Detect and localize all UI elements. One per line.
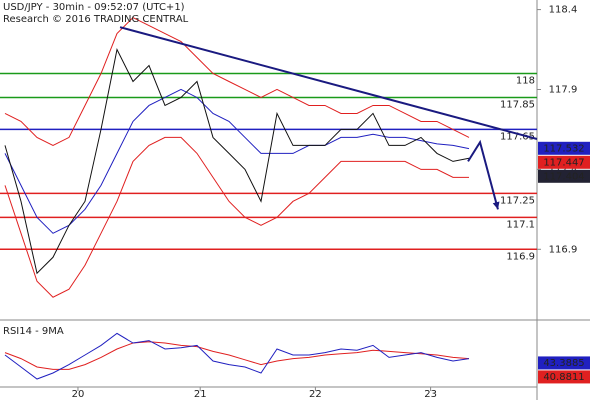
x-tick-label: 22 — [309, 389, 322, 400]
series-line — [4, 16, 470, 146]
y-tick-label: 117.9 — [549, 84, 578, 95]
series-line — [4, 136, 469, 298]
price-tag — [538, 356, 590, 370]
y-tick-label: 118.4 — [549, 5, 578, 16]
rsi-title: RSI14 - 9MA — [3, 326, 64, 337]
chart-title: USD/JPY - 30min - 09:52:07 (UTC+1) — [3, 2, 185, 13]
price-tag-label: 117.532 — [543, 143, 584, 154]
x-tick-label: 20 — [72, 389, 85, 400]
price-tag — [538, 169, 590, 183]
price-tag — [538, 370, 590, 384]
trendline — [119, 26, 538, 140]
price-tag-label: 40.8811 — [543, 372, 584, 383]
level-label: 117.1 — [506, 219, 535, 230]
level-label: 117.65 — [500, 131, 535, 142]
level-label: 118 — [516, 76, 535, 87]
arrow-head — [492, 201, 500, 210]
series-line — [4, 48, 470, 275]
series-line — [4, 341, 470, 370]
level-label: 116.9 — [506, 251, 535, 262]
chart-subtitle: Research © 2016 TRADING CENTRAL — [3, 14, 189, 25]
projection — [467, 139, 499, 210]
price-tag — [538, 155, 590, 169]
price-tag-label: 43.3885 — [543, 358, 584, 369]
series-line — [4, 332, 470, 380]
price-tag — [538, 141, 590, 155]
y-tick-label: 116.9 — [549, 244, 578, 255]
x-tick-label: 21 — [194, 389, 207, 400]
price-tag-label: 117.404 — [543, 171, 584, 182]
level-label: 117.85 — [500, 99, 535, 110]
x-tick-label: 23 — [424, 389, 437, 400]
plot: 118.4117.9117.4116.9118117.85117.65117.2… — [0, 5, 590, 400]
price-tag-label: 117.447 — [543, 157, 584, 168]
level-label: 117.25 — [500, 195, 535, 206]
series-line — [4, 88, 470, 234]
